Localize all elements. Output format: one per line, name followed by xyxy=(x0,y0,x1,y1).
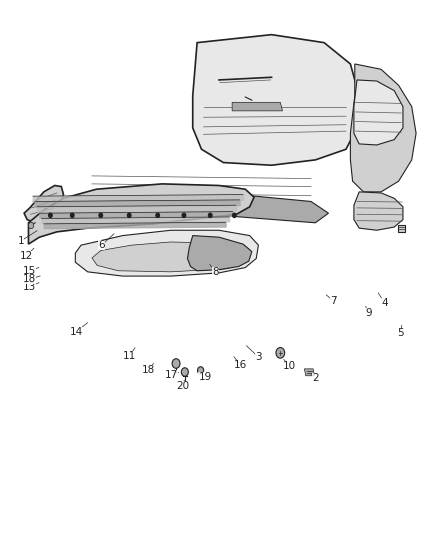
Polygon shape xyxy=(232,102,283,111)
Circle shape xyxy=(169,212,173,217)
Circle shape xyxy=(125,212,129,217)
Circle shape xyxy=(208,213,212,217)
Text: 5: 5 xyxy=(397,328,404,337)
Circle shape xyxy=(104,212,108,217)
Polygon shape xyxy=(81,192,328,225)
Circle shape xyxy=(172,359,180,368)
Text: 18: 18 xyxy=(23,274,36,284)
Circle shape xyxy=(71,213,74,217)
Circle shape xyxy=(182,213,186,217)
Circle shape xyxy=(28,222,34,229)
Text: 19: 19 xyxy=(198,372,212,382)
Circle shape xyxy=(181,368,188,376)
Text: 1: 1 xyxy=(18,236,25,246)
Text: 10: 10 xyxy=(283,361,296,371)
Text: 2: 2 xyxy=(312,374,319,383)
Circle shape xyxy=(147,212,151,217)
Text: 18: 18 xyxy=(141,365,155,375)
Circle shape xyxy=(93,212,98,217)
Circle shape xyxy=(127,213,131,217)
Polygon shape xyxy=(354,192,403,230)
Text: 3: 3 xyxy=(255,352,262,362)
Text: 12: 12 xyxy=(20,251,33,261)
Circle shape xyxy=(156,213,159,217)
Text: 17: 17 xyxy=(165,370,178,380)
Text: 7: 7 xyxy=(330,296,337,306)
Text: 4: 4 xyxy=(381,298,388,308)
Polygon shape xyxy=(304,369,314,376)
Circle shape xyxy=(180,212,184,217)
Polygon shape xyxy=(350,64,416,192)
Circle shape xyxy=(114,212,118,217)
Text: 16: 16 xyxy=(233,360,247,369)
Text: 20: 20 xyxy=(177,381,190,391)
Polygon shape xyxy=(354,80,403,145)
Text: 15: 15 xyxy=(23,266,36,276)
Circle shape xyxy=(136,212,140,217)
Polygon shape xyxy=(75,230,258,276)
Text: 13: 13 xyxy=(23,282,36,292)
Polygon shape xyxy=(24,185,64,223)
Text: 14: 14 xyxy=(70,327,83,336)
Text: 8: 8 xyxy=(212,267,219,277)
Polygon shape xyxy=(398,225,405,232)
Polygon shape xyxy=(193,35,359,165)
Circle shape xyxy=(190,212,194,217)
Circle shape xyxy=(158,212,162,217)
Polygon shape xyxy=(187,236,252,271)
Circle shape xyxy=(198,367,204,374)
Text: 9: 9 xyxy=(365,308,372,318)
Circle shape xyxy=(99,213,102,217)
Text: 6: 6 xyxy=(98,240,105,250)
Circle shape xyxy=(276,348,285,358)
Polygon shape xyxy=(28,184,254,244)
Circle shape xyxy=(233,213,236,217)
Text: 11: 11 xyxy=(123,351,136,360)
Circle shape xyxy=(49,213,52,217)
Polygon shape xyxy=(92,242,243,272)
